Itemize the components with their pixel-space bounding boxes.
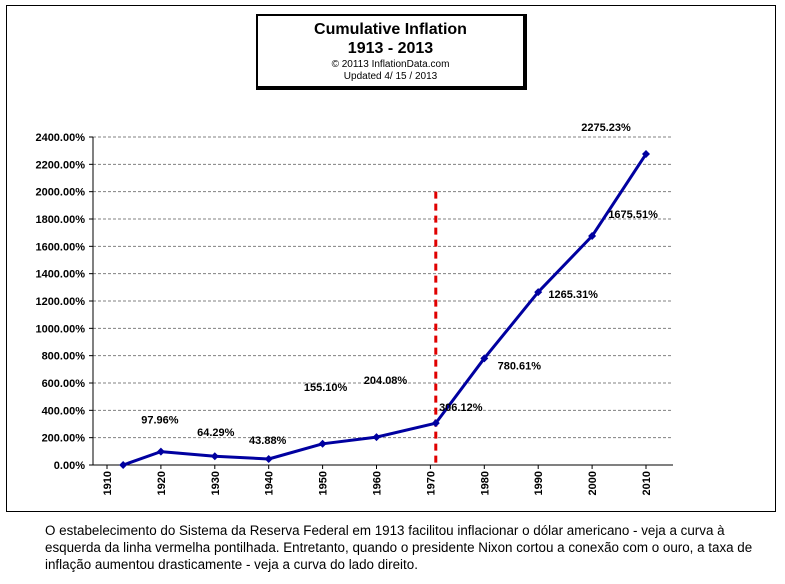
x-tick-label: 1910 — [102, 471, 114, 495]
data-point — [431, 419, 440, 428]
data-label: 780.61% — [498, 360, 542, 372]
chart-subtitle: 1913 - 2013 — [347, 40, 434, 57]
data-label: 1265.31% — [548, 289, 598, 301]
data-point — [534, 288, 543, 297]
x-tick-label: 2010 — [641, 471, 653, 495]
data-points — [119, 150, 650, 469]
inflation-chart: 0.00% 200.00% 400.00% 600.00% 800.00% 1000.00… — [35, 122, 673, 495]
data-labels: 97.96% 64.29% 43.88% 155.10% 204.08% 306.12% 7… — [141, 122, 658, 447]
chart-title-box: Cumulative Inflation 1913 - 2013 © 20113… — [256, 14, 527, 90]
data-label: 1675.51% — [608, 209, 658, 221]
x-tick-label: 1930 — [210, 471, 222, 495]
y-tick-label: 400.00% — [42, 405, 86, 417]
x-tick-label: 1920 — [156, 471, 168, 495]
data-point — [318, 439, 327, 448]
data-label: 64.29% — [197, 427, 235, 439]
y-tick-label: 2200.00% — [35, 159, 85, 171]
y-tick-labels: 0.00% 200.00% 400.00% 600.00% 800.00% 1000.00… — [35, 132, 85, 472]
y-tick-label: 2000.00% — [35, 187, 85, 199]
data-point — [119, 461, 128, 469]
data-label: 97.96% — [141, 415, 179, 427]
x-tick-label: 2000 — [587, 471, 599, 495]
x-tick-label: 1980 — [479, 471, 491, 495]
data-point — [156, 447, 165, 456]
data-point — [588, 232, 597, 241]
caption-text: O estabelecimento do Sistema da Reserva … — [45, 523, 753, 572]
x-tick-label: 1970 — [425, 471, 437, 495]
x-tick-label: 1940 — [264, 471, 276, 495]
y-tick-label: 200.00% — [42, 433, 86, 445]
updated-text: Updated 4/ 15 / 2013 — [343, 71, 438, 82]
data-point — [480, 354, 489, 363]
inflation-series-line — [122, 153, 648, 467]
x-tick-label: 1950 — [318, 471, 330, 495]
data-label: 43.88% — [249, 435, 287, 447]
data-point — [264, 455, 273, 464]
x-tick-label: 1990 — [533, 471, 545, 495]
y-tick-label: 1200.00% — [35, 296, 85, 308]
y-tick-label: 800.00% — [42, 351, 86, 363]
grid-lines — [93, 136, 673, 439]
chart-title: Cumulative Inflation — [314, 21, 467, 38]
data-label: 2275.23% — [581, 122, 631, 134]
y-tick-label: 1600.00% — [35, 241, 85, 253]
axes — [89, 136, 673, 469]
y-tick-label: 600.00% — [42, 378, 86, 390]
data-label: 155.10% — [304, 382, 348, 394]
data-label: 204.08% — [364, 375, 408, 387]
data-label: 306.12% — [439, 402, 483, 414]
y-tick-label: 1400.00% — [35, 269, 85, 281]
y-tick-label: 1800.00% — [35, 214, 85, 226]
y-tick-label: 0.00% — [54, 460, 85, 472]
y-tick-label: 1000.00% — [35, 323, 85, 335]
copyright-text: © 20113 InflationData.com — [331, 59, 450, 70]
y-tick-label: 2400.00% — [35, 132, 85, 144]
data-point — [210, 452, 219, 461]
data-point — [642, 150, 650, 159]
data-point — [372, 433, 381, 442]
x-tick-label: 1960 — [372, 471, 384, 495]
x-tick-labels: 1910 1920 1930 1940 1950 1960 1970 1980 1990 2000… — [102, 471, 653, 495]
series-line — [122, 153, 648, 467]
